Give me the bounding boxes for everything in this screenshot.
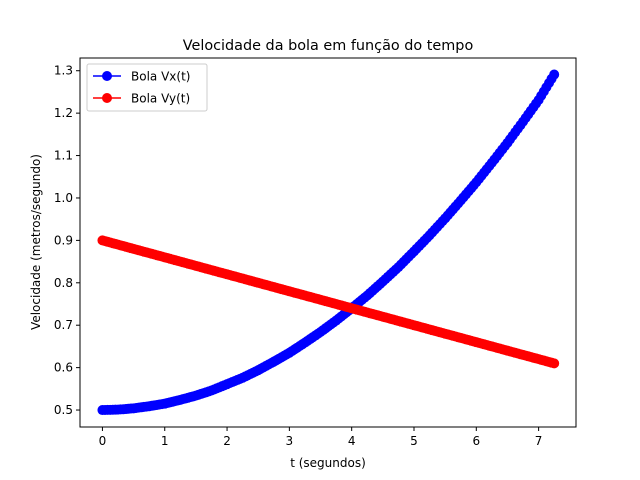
y-tick-label: 0.7: [54, 318, 73, 332]
series-1: [97, 235, 560, 369]
y-tick-label: 0.9: [54, 233, 73, 247]
legend-label-vx: Bola Vx(t): [131, 70, 190, 84]
y-tick-label: 1.3: [54, 64, 73, 78]
y-tick-label: 1.0: [54, 191, 73, 205]
series-layer: [97, 69, 560, 416]
y-axis: 0.5 0.6 0.7 0.8 0.9 1.0 1.1 1.2 1.3: [54, 64, 80, 417]
plot-frame: [79, 57, 577, 428]
legend-label-vy: Bola Vy(t): [131, 92, 190, 106]
x-tick-label: 1: [161, 434, 169, 448]
chart-title: Velocidade da bola em função do tempo: [183, 38, 474, 54]
y-tick-label: 0.5: [54, 403, 73, 417]
x-tick-label: 7: [535, 434, 543, 448]
legend: Bola Vx(t) Bola Vy(t): [86, 63, 208, 112]
y-axis-title: Velocidade (metros/segundo): [29, 154, 43, 330]
series-0: [97, 69, 560, 416]
x-tick-label: 0: [99, 434, 107, 448]
y-tick-label: 0.6: [54, 361, 73, 375]
x-tick-label: 5: [410, 434, 418, 448]
x-tick-label: 6: [472, 434, 480, 448]
y-tick-label: 1.2: [54, 106, 73, 120]
y-tick-label: 1.1: [54, 149, 73, 163]
legend-marker-vy: [102, 93, 112, 103]
y-tick-label: 0.8: [54, 276, 73, 290]
x-tick-label: 4: [348, 434, 356, 448]
x-axis-title: t (segundos): [290, 456, 366, 470]
legend-marker-vx: [102, 71, 112, 81]
x-tick-label: 2: [223, 434, 231, 448]
data-point: [549, 69, 560, 80]
data-point: [549, 358, 560, 369]
x-tick-label: 3: [286, 434, 294, 448]
x-axis: 0 1 2 3 4 5 6 7: [99, 427, 543, 448]
